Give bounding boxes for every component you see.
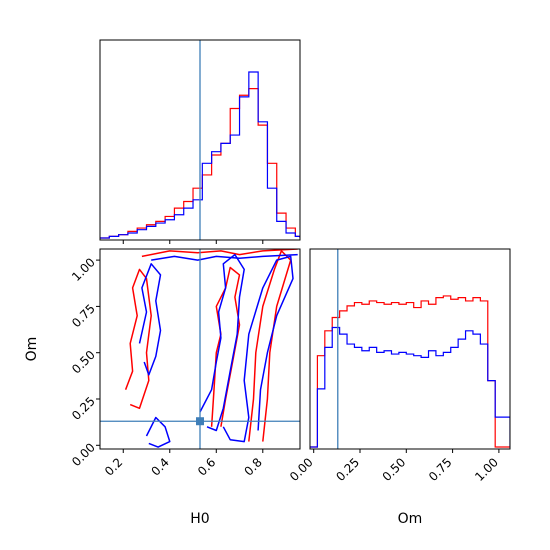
h0-x-tick-label-0: 0.2 <box>102 455 125 478</box>
om-y-tick-label-1: 0.25 <box>69 394 98 423</box>
om-x-tick-label-1: 0.25 <box>333 455 362 484</box>
contour-blue-6 <box>138 263 162 376</box>
contour-red-3 <box>141 249 298 258</box>
truth-marker <box>196 417 204 426</box>
om-y-tick-label-0: 0.00 <box>69 440 98 469</box>
x-axis-label-h0: H0 <box>190 511 209 527</box>
om-x-tick-label-0: 0.00 <box>287 455 316 484</box>
h0-x-tick-label-3: 0.8 <box>242 455 265 478</box>
om-x-tick-label-3: 0.75 <box>426 455 455 484</box>
h0-x-tick-label-1: 0.4 <box>148 455 171 478</box>
panel-frames <box>99 39 511 450</box>
h0-marginal-frame <box>99 39 301 241</box>
om-y-tick-label-4: 1.00 <box>69 255 98 284</box>
om-x-tick-label-4: 1.00 <box>472 455 501 484</box>
y-axis-label-om: Om <box>24 337 40 362</box>
plot-marks <box>100 40 510 449</box>
contour-red-0 <box>248 250 292 442</box>
h0-x-tick-label-2: 0.6 <box>195 455 218 478</box>
om-histogram-red <box>310 295 510 448</box>
contour-blue-8 <box>151 253 298 261</box>
om-marginal-frame <box>309 248 511 450</box>
x-axis-label-om: Om <box>398 511 423 527</box>
joint-panel-frame <box>99 248 301 450</box>
contour-blue-4 <box>222 255 294 443</box>
contour-blue-5 <box>199 253 245 432</box>
h0-histogram-blue <box>100 71 300 239</box>
om-x-tick-label-2: 0.50 <box>380 455 409 484</box>
om-y-tick-label-2: 0.50 <box>69 348 98 377</box>
om-y-tick-label-3: 0.75 <box>69 301 98 330</box>
contour-red-2 <box>124 268 152 410</box>
om-histogram-blue <box>310 326 510 448</box>
contour-blue-7 <box>145 416 171 448</box>
